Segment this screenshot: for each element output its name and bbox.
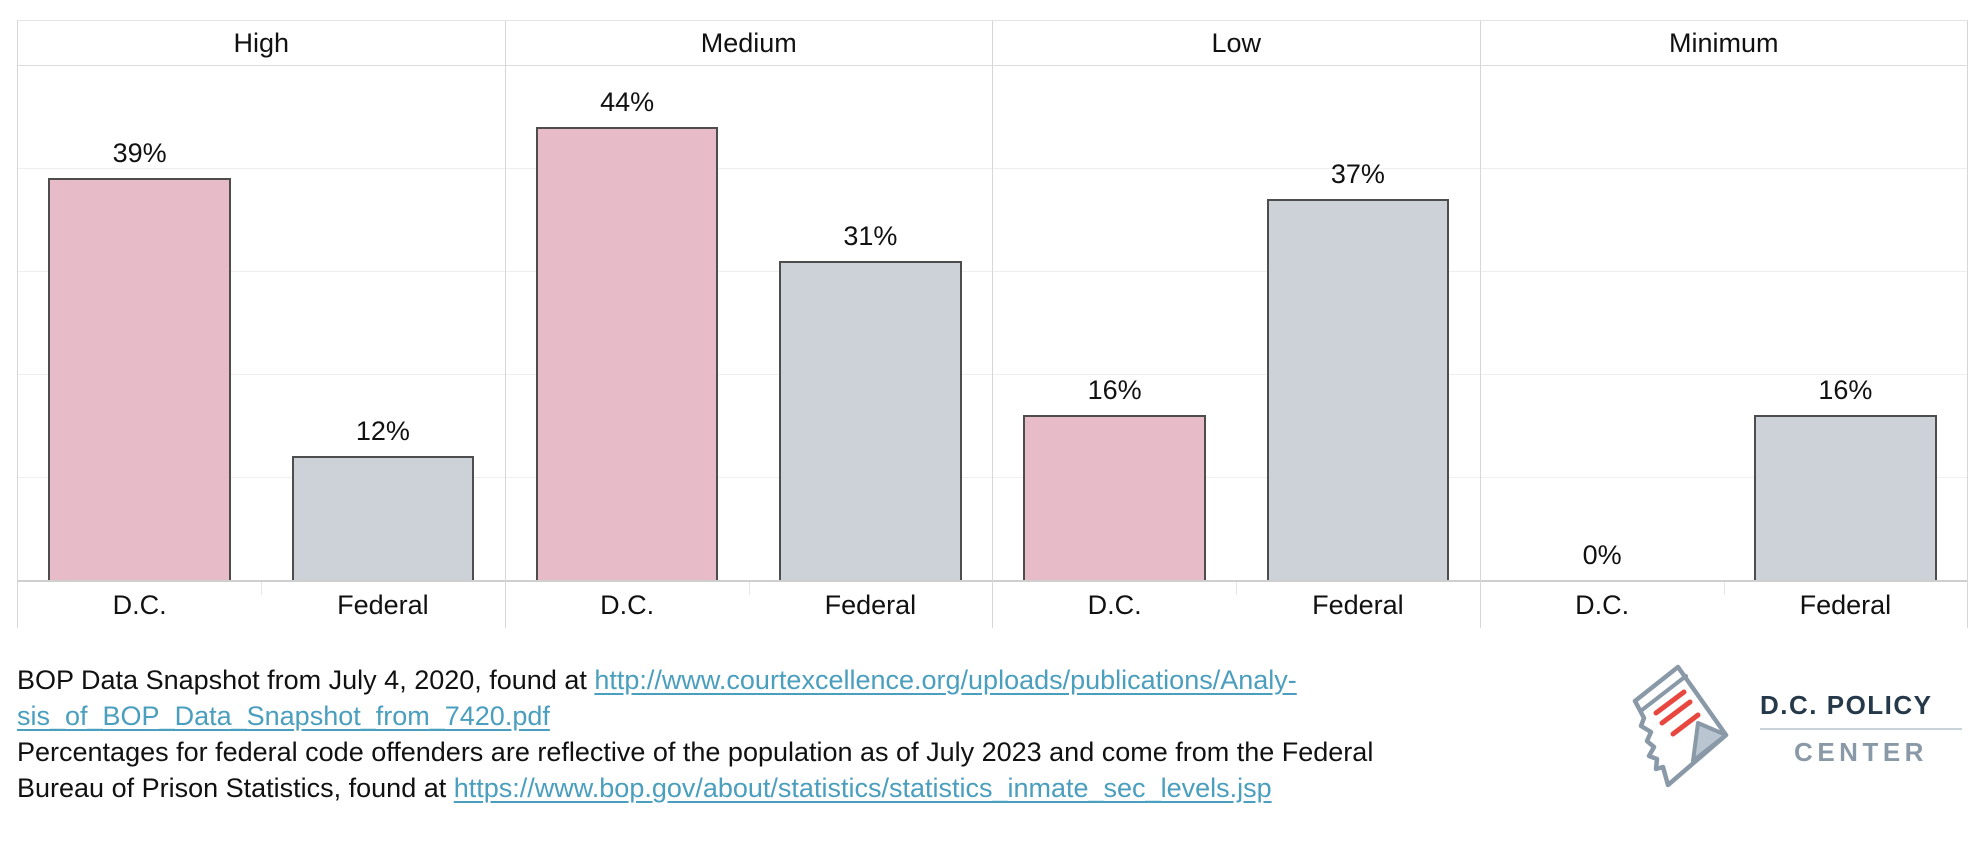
facet-panel-low: Low 16% 37% D.C. Federal <box>993 21 1481 628</box>
x-axis-label-federal: Federal <box>824 589 917 620</box>
axis-tick <box>1236 582 1238 596</box>
bar <box>1023 415 1206 581</box>
bar-slot: 16% <box>993 66 1236 581</box>
bar-value-label: 12% <box>355 416 410 447</box>
facet-title: Medium <box>505 21 992 66</box>
facet-panel-minimum: Minimum 0% 16% D.C. Federal <box>1480 21 1968 628</box>
x-axis: D.C. Federal <box>993 582 1480 628</box>
logo-title: D.C. POLICY <box>1760 690 1933 720</box>
bar-slot: 16% <box>1724 66 1967 581</box>
caption-text: Percentages for federal code offenders a… <box>17 737 1374 767</box>
bar-value-label: 0% <box>1582 540 1622 571</box>
x-axis-label-dc: D.C. <box>1575 589 1630 620</box>
facet-title: Minimum <box>1480 21 1967 66</box>
caption-line: BOP Data Snapshot from July 4, 2020, fou… <box>17 662 1373 698</box>
caption-line: Percentages for federal code offenders a… <box>17 734 1373 770</box>
x-axis-label-dc: D.C. <box>600 589 655 620</box>
x-axis-label-dc: D.C. <box>112 589 167 620</box>
caption-line: sis_of_BOP_Data_Snapshot_from_7420.pdf <box>17 698 1373 734</box>
bar-value-label: 16% <box>1818 375 1873 406</box>
facet-panel-high: High 39% 12% D.C. Federal <box>18 21 506 628</box>
bar-value-label: 16% <box>1087 375 1142 406</box>
bar-slot: 12% <box>261 66 504 581</box>
plot-area: 0% 16% <box>1480 66 1967 583</box>
x-axis-label-federal: Federal <box>1799 589 1892 620</box>
axis-tick <box>1723 582 1725 596</box>
x-axis-label-federal: Federal <box>1312 589 1404 620</box>
bar-value-label: 31% <box>843 221 898 252</box>
dc-policy-center-logo: D.C. POLICY CENTER <box>1630 664 1962 794</box>
bar-slot: 44% <box>506 66 749 581</box>
source-link-courtexcellence-continued[interactable]: sis_of_BOP_Data_Snapshot_from_7420.pdf <box>17 701 550 731</box>
facet-title: High <box>18 21 505 66</box>
bar-value-label: 39% <box>112 138 167 169</box>
facet-title: Low <box>993 21 1480 66</box>
plot-area: 16% 37% <box>993 66 1480 583</box>
x-axis-label-federal: Federal <box>337 589 429 620</box>
bar <box>48 178 231 581</box>
bar-value-label: 37% <box>1330 159 1385 190</box>
bar-slot: 37% <box>1236 66 1479 581</box>
security-level-bar-chart: High 39% 12% D.C. Federal Medium 44% <box>17 20 1968 628</box>
plot-area: 39% 12% <box>18 66 505 583</box>
bar-slot: 31% <box>749 66 992 581</box>
bar <box>291 456 475 581</box>
bar-slot: 0% <box>1481 66 1724 580</box>
dc-map-icon <box>1632 664 1729 788</box>
bar-slot: 39% <box>18 66 261 581</box>
logo-divider <box>1760 728 1962 730</box>
logo-text: D.C. POLICY CENTER <box>1760 690 1962 768</box>
x-axis-label-dc: D.C. <box>1087 589 1142 620</box>
logo-subtitle: CENTER <box>1794 737 1928 767</box>
caption-line: Bureau of Prison Statistics, found at ht… <box>17 770 1373 806</box>
bar <box>1266 199 1450 581</box>
source-link-bop[interactable]: https://www.bop.gov/about/statistics/sta… <box>453 773 1272 803</box>
source-caption: BOP Data Snapshot from July 4, 2020, fou… <box>17 662 1373 806</box>
facet-panel-medium: Medium 44% 31% D.C. Federal <box>505 21 993 628</box>
x-axis: D.C. Federal <box>18 582 505 628</box>
caption-text: Bureau of Prison Statistics, found at <box>17 773 454 803</box>
x-axis: D.C. Federal <box>506 582 993 628</box>
bar <box>1754 415 1937 581</box>
bar <box>535 127 719 581</box>
axis-tick <box>261 582 263 596</box>
plot-area: 44% 31% <box>505 66 992 583</box>
bar-value-label: 44% <box>600 87 655 118</box>
x-axis: D.C. Federal <box>1481 582 1968 628</box>
axis-tick <box>748 582 750 596</box>
source-link-courtexcellence[interactable]: http://www.courtexcellence.org/uploads/p… <box>594 665 1297 695</box>
bar <box>779 261 962 581</box>
caption-text: BOP Data Snapshot from July 4, 2020, fou… <box>17 665 595 695</box>
